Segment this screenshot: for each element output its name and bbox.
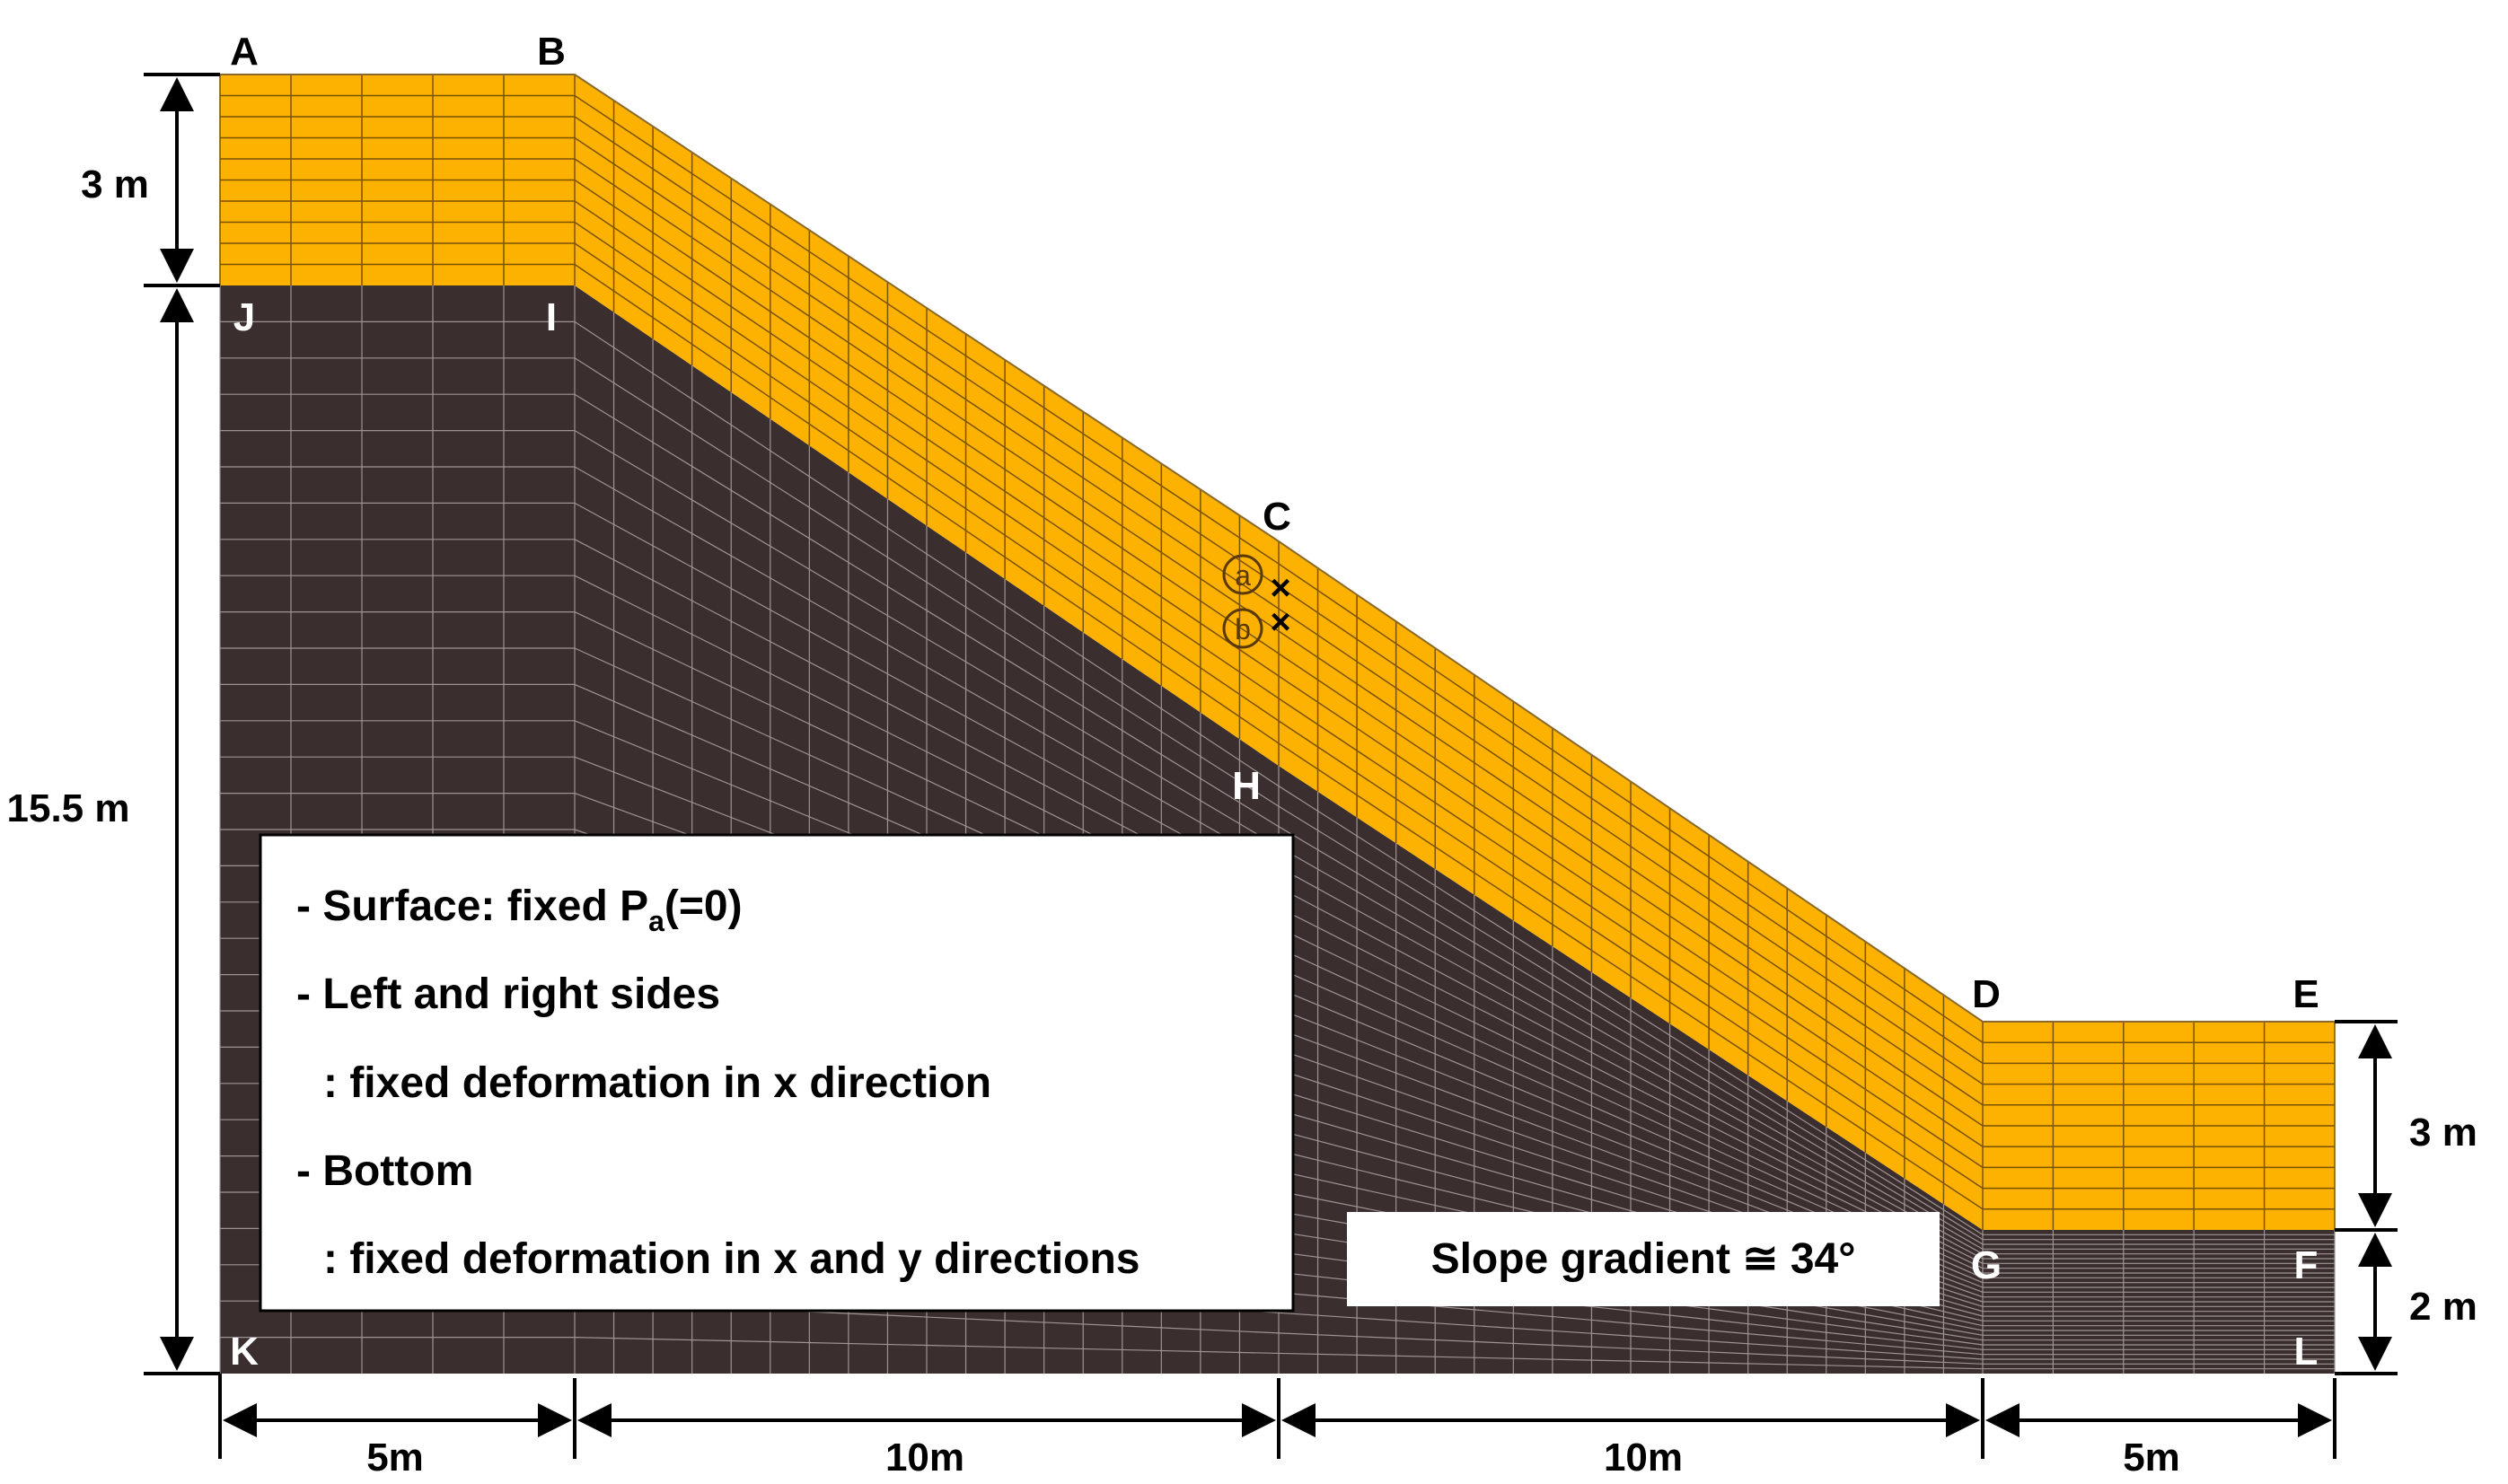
point-label-l: L <box>2294 1330 2319 1374</box>
point-label-i: I <box>546 295 557 339</box>
marker-b-label: b <box>1235 613 1251 645</box>
marker-a-label: a <box>1235 559 1251 592</box>
dim-label-bottom-1: 5m <box>366 1436 424 1480</box>
point-label-j: J <box>233 295 255 339</box>
point-label-b: B <box>537 30 566 74</box>
marker-a-circle <box>1222 554 1263 595</box>
point-label-h: H <box>1232 764 1261 808</box>
marker-b-circle <box>1222 608 1263 649</box>
slope-gradient-label-box: Slope gradient ≅ 34° <box>1347 1212 1940 1306</box>
point-label-k: K <box>230 1330 259 1374</box>
point-label-g: G <box>1971 1243 2002 1287</box>
dim-label-right-top: 3 m <box>2409 1111 2477 1155</box>
legend-line-bottom-detail: : fixed deformation in x and y direction… <box>323 1235 1140 1283</box>
legend-line-bottom: - Bottom <box>296 1147 473 1195</box>
monitoring-markers: a × b × <box>1222 554 1291 649</box>
dim-label-right-bottom: 2 m <box>2409 1285 2477 1329</box>
legend-box <box>259 833 1295 1313</box>
dimension-lines <box>144 73 2398 1459</box>
marker-a-cross-icon: × <box>1270 568 1290 608</box>
point-label-c: C <box>1263 495 1291 539</box>
point-label-d: D <box>1972 972 2001 1016</box>
boundary-conditions-legend: - Surface: fixed Pa(=0) - Left and right… <box>259 833 1295 1313</box>
dim-label-left-top: 3 m <box>81 162 149 206</box>
point-labels: A B C D E F G H I J K L <box>230 30 2319 1374</box>
legend-line-sides-detail: : fixed deformation in x direction <box>323 1059 991 1107</box>
dim-label-left-total: 15.5 m <box>7 786 130 830</box>
slope-gradient-label: Slope gradient ≅ 34° <box>1431 1235 1856 1283</box>
dim-label-bottom-2: 10m <box>885 1436 964 1480</box>
dimension-labels: 3 m 15.5 m 3 m 2 m 5m 10m 10m 5m <box>7 162 2477 1480</box>
point-label-a: A <box>230 30 259 74</box>
legend-line-surface: - Surface: fixed Pa(=0) <box>296 882 743 937</box>
dimension-arrowheads <box>160 77 2392 1437</box>
dim-label-bottom-4: 5m <box>2123 1436 2180 1480</box>
point-label-e: E <box>2292 972 2319 1016</box>
ground-surface-line <box>220 74 2335 1023</box>
legend-line-sides: - Left and right sides <box>296 970 720 1018</box>
dim-label-bottom-3: 10m <box>1604 1436 1683 1480</box>
slope-gradient-box <box>1347 1212 1940 1306</box>
point-label-f: F <box>2294 1243 2319 1287</box>
marker-b-cross-icon: × <box>1270 602 1290 642</box>
